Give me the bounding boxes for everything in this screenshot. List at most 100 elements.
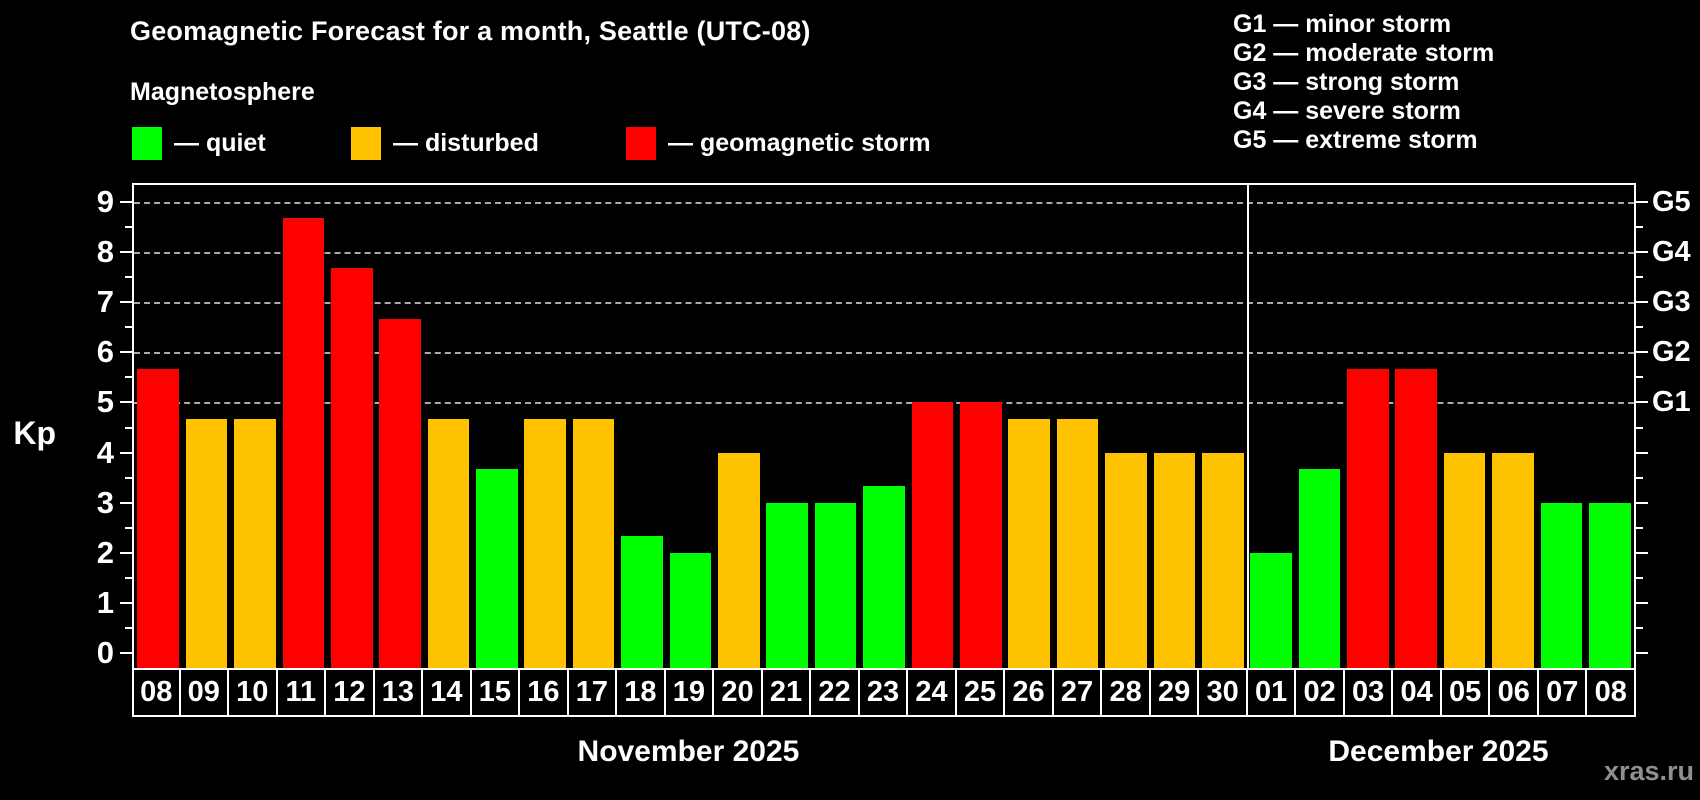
left-axis-tick	[120, 401, 132, 404]
gridline-kp8	[134, 251, 1634, 254]
day-label: 09	[178, 668, 230, 717]
left-axis-tick	[125, 225, 132, 228]
left-axis-tick	[120, 200, 132, 203]
day-label: 03	[1342, 668, 1394, 717]
day-label: 22	[809, 668, 860, 717]
plot-area: Kp 0 1 2 3 4 5 6 7 8 9 G1 G2 G3 G4 G5	[13, 183, 1691, 670]
kp-bar-day-02	[1298, 469, 1341, 670]
day-label: 18	[615, 668, 666, 717]
y-tick-label-8: 8	[96, 233, 114, 269]
kp-bar-day-03	[1347, 368, 1389, 670]
day-label: 25	[954, 668, 1006, 717]
right-axis-tick	[1636, 401, 1648, 404]
kp-bar-day-26	[1008, 418, 1050, 670]
g5-legend-line: G5 — extreme storm	[1233, 126, 1478, 154]
left-axis-tick	[125, 426, 132, 429]
legend-label: — geomagnetic storm	[668, 128, 931, 157]
month-label-0: November 2025	[577, 735, 800, 768]
month-labels-row: November 2025 December 2025	[132, 735, 1632, 769]
y-tick-label-1: 1	[96, 585, 114, 621]
storm-color-swatch	[626, 126, 656, 160]
left-axis-tick	[125, 577, 132, 580]
right-axis-tick	[1636, 526, 1643, 529]
kp-bar-day-06	[1492, 452, 1534, 670]
kp-bar-day-09	[185, 418, 228, 670]
g4-legend-line: G4 — severe storm	[1233, 97, 1461, 125]
kp-bar-day-24	[911, 402, 954, 670]
g3-legend-line: G3 — strong storm	[1233, 68, 1460, 96]
left-axis-tick	[125, 526, 132, 529]
right-axis-tick	[1636, 627, 1643, 630]
kp-bar-day-10	[234, 418, 276, 670]
right-axis-tick	[1636, 300, 1648, 303]
kp-bar-day-15	[476, 469, 518, 670]
y-tick-label-2: 2	[96, 535, 114, 571]
right-axis-tick	[1636, 200, 1648, 203]
y-tick-label-4: 4	[96, 434, 114, 470]
day-label: 15	[469, 668, 521, 717]
right-axis-tick	[1636, 602, 1648, 605]
right-axis-tick	[1636, 326, 1643, 329]
day-label: 17	[566, 668, 618, 717]
right-axis-label-g1: G1	[1652, 386, 1691, 419]
left-axis-tick	[125, 476, 132, 479]
day-label: 04	[1391, 668, 1442, 717]
day-label: 29	[1148, 668, 1200, 717]
right-axis-tick	[1636, 501, 1648, 504]
day-label: 08	[1585, 668, 1636, 717]
left-axis-tick	[125, 376, 132, 379]
kp-bar-day-11	[282, 218, 325, 670]
left-axis-tick	[120, 501, 132, 504]
gridline-kp6	[134, 352, 1634, 355]
left-axis-tick	[120, 552, 132, 555]
day-label: 07	[1536, 668, 1588, 717]
kp-bar-day-19	[669, 553, 712, 670]
left-axis-tick	[120, 652, 132, 655]
day-label: 13	[372, 668, 424, 717]
day-label: 21	[760, 668, 812, 717]
right-axis-tick	[1636, 426, 1643, 429]
day-label: 28	[1100, 668, 1151, 717]
g-scale-legend: G1 — minor storm G2 — moderate storm G3 …	[1233, 10, 1494, 155]
day-label: 27	[1051, 668, 1103, 717]
left-axis-tick	[125, 275, 132, 278]
right-axis-tick	[1636, 451, 1648, 454]
day-label: 01	[1245, 668, 1297, 717]
left-axis-tick	[125, 326, 132, 329]
left-axis-tick	[120, 351, 132, 354]
gridline-kp9	[134, 201, 1634, 204]
g2-legend-line: G2 — moderate storm	[1233, 39, 1495, 67]
left-axis-tick	[120, 602, 132, 605]
y-axis-title: Kp	[13, 415, 56, 452]
right-axis-tick	[1636, 476, 1643, 479]
right-axis-tick	[1636, 225, 1643, 228]
day-label: 11	[275, 668, 327, 717]
day-label: 10	[227, 668, 278, 717]
right-axis-tick	[1636, 351, 1648, 354]
day-label: 24	[906, 668, 957, 717]
left-axis-tick	[120, 300, 132, 303]
left-axis-tick	[125, 627, 132, 630]
day-label: 20	[712, 668, 763, 717]
kp-bar-day-28	[1105, 452, 1147, 670]
kp-bar-day-18	[621, 536, 663, 670]
kp-bar-day-08	[137, 368, 179, 670]
day-label: 16	[518, 668, 569, 717]
y-tick-label-6: 6	[96, 334, 114, 370]
legend-item-disturbed: — disturbed	[351, 126, 539, 160]
kp-bar-day-17	[572, 418, 615, 670]
kp-bar-day-01	[1250, 553, 1292, 670]
y-tick-label-3: 3	[96, 484, 114, 520]
kp-bar-day-13	[379, 318, 421, 670]
day-label: 12	[324, 668, 375, 717]
left-axis-tick	[120, 250, 132, 253]
right-axis-label-g2: G2	[1652, 336, 1691, 369]
day-label: 14	[421, 668, 472, 717]
day-label: 08	[132, 668, 181, 717]
day-label: 30	[1197, 668, 1248, 717]
right-axis-label-g3: G3	[1652, 285, 1691, 318]
kp-bar-day-14	[427, 418, 470, 670]
kp-bar-day-04	[1395, 368, 1438, 670]
legend-item-quiet: — quiet	[132, 126, 266, 160]
